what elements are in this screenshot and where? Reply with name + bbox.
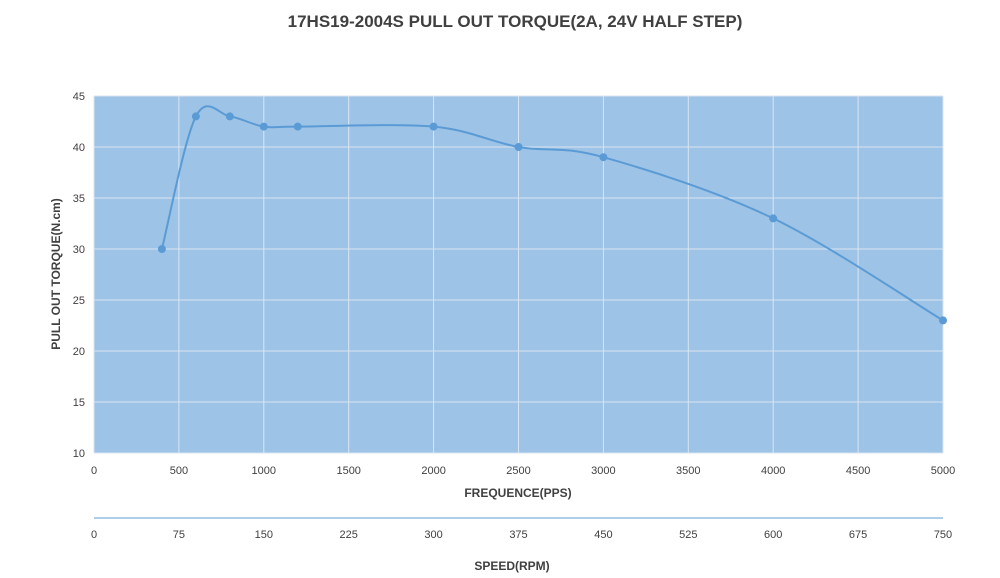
data-point: [599, 153, 608, 162]
secondary-axis-title: SPEED(RPM): [474, 559, 549, 573]
y-tick-label: 10: [73, 448, 85, 460]
y-tick-label: 25: [73, 295, 85, 307]
x-tick-label: 1000: [252, 465, 276, 477]
x-tick-label: 1500: [336, 465, 360, 477]
x-axis-title: FREQUENCE(PPS): [464, 486, 571, 500]
data-point: [429, 122, 438, 131]
data-point: [259, 122, 268, 131]
secondary-tick-label: 150: [255, 529, 273, 541]
y-tick-label: 40: [73, 142, 85, 154]
y-tick-label: 15: [73, 397, 85, 409]
data-point: [514, 143, 523, 151]
x-tick-label: 2000: [421, 465, 445, 477]
x-tick-label: 5000: [931, 465, 955, 477]
chart-title: 17HS19-2004S PULL OUT TORQUE(2A, 24V HAL…: [288, 12, 743, 31]
secondary-tick-label: 375: [509, 529, 527, 541]
data-point: [293, 122, 302, 131]
x-tick-label: 0: [91, 465, 97, 477]
data-point: [191, 112, 200, 121]
x-tick-label: 3500: [676, 465, 700, 477]
data-point: [769, 214, 778, 223]
secondary-tick-label: 600: [764, 529, 782, 541]
secondary-tick-label: 450: [594, 529, 612, 541]
secondary-tick-label: 525: [679, 529, 697, 541]
secondary-axis-ticks: 0 75 150 225 300 375 450 525 600 675 750: [91, 529, 952, 541]
data-point: [939, 316, 947, 325]
grid: [93, 95, 944, 454]
series-markers: [157, 112, 947, 325]
secondary-tick-label: 75: [173, 529, 185, 541]
y-axis-title: PULL OUT TORQUE(N.cm): [49, 198, 63, 350]
y-axis-ticks: 10 15 20 25 30 35 40 45: [73, 91, 85, 460]
x-tick-label: 3000: [591, 465, 615, 477]
y-tick-label: 30: [73, 244, 85, 256]
x-tick-label: 500: [170, 465, 188, 477]
x-axis-ticks: 0 500 1000 1500 2000 2500 3000 3500 4000 4500 5000: [91, 465, 955, 477]
secondary-tick-label: 0: [91, 529, 97, 541]
secondary-tick-label: 750: [934, 529, 952, 541]
x-tick-label: 2500: [506, 465, 530, 477]
data-point: [225, 112, 234, 121]
y-tick-label: 45: [73, 91, 85, 103]
x-tick-label: 4000: [761, 465, 785, 477]
y-tick-label: 20: [73, 346, 85, 358]
secondary-tick-label: 225: [340, 529, 358, 541]
y-tick-label: 35: [73, 193, 85, 205]
x-tick-label: 4500: [846, 465, 870, 477]
data-point: [157, 245, 166, 253]
secondary-tick-label: 675: [849, 529, 867, 541]
secondary-tick-label: 300: [424, 529, 442, 541]
